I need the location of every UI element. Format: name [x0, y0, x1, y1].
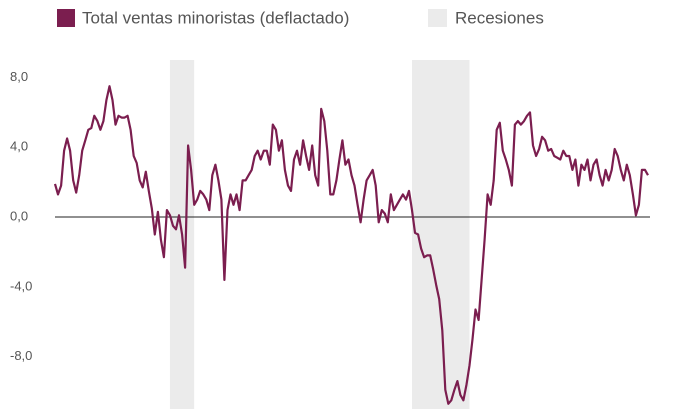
y-tick-label: 8,0: [10, 69, 28, 84]
legend-swatch: [428, 9, 447, 27]
y-tick-label: -4,0: [10, 278, 32, 293]
data-line: [53, 85, 649, 405]
y-tick-label: -8,0: [10, 348, 32, 363]
legend-label: Recesiones: [455, 8, 544, 27]
legend-label: Total ventas minoristas (deflactado): [82, 8, 349, 27]
y-tick-label: 4,0: [10, 139, 28, 154]
recession-band: [412, 60, 470, 409]
legend-swatch: [57, 9, 75, 27]
y-tick-label: 0,0: [10, 208, 28, 223]
